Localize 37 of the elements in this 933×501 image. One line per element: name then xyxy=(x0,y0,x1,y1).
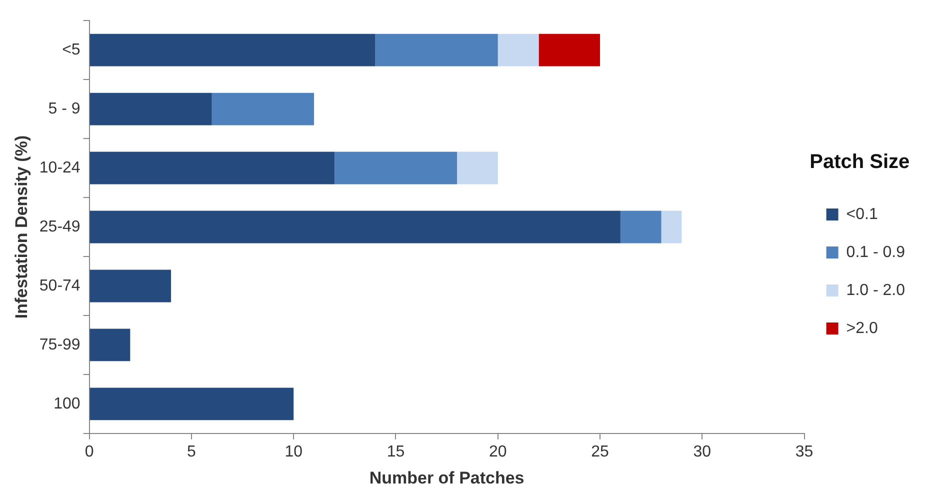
bar xyxy=(334,152,458,184)
bar xyxy=(538,34,600,66)
legend-title: Patch Size xyxy=(810,151,910,174)
x-tick-label: 5 xyxy=(187,443,196,460)
bar xyxy=(498,34,539,66)
bar xyxy=(212,92,314,126)
legend-label: <0.1 xyxy=(846,206,878,223)
bar xyxy=(90,210,620,244)
bar xyxy=(90,34,376,66)
x-tick-label: 35 xyxy=(795,443,814,460)
x-axis-title: Number of Patches xyxy=(369,468,524,488)
bar xyxy=(90,152,334,184)
y-tick-label: 75-99 xyxy=(39,336,80,354)
x-tick-label: 20 xyxy=(488,443,507,460)
legend-label: 1.0 - 2.0 xyxy=(846,282,906,299)
y-tick-label: 5 - 9 xyxy=(48,100,80,118)
y-tick-label: 50-74 xyxy=(39,277,80,294)
legend-label: 0.1 - 0.9 xyxy=(846,244,906,261)
x-tick-label: 30 xyxy=(693,443,712,460)
x-tick-label: 15 xyxy=(386,443,405,460)
legend-label: >2.0 xyxy=(846,320,878,337)
bar xyxy=(90,388,294,420)
bar xyxy=(375,34,498,66)
y-tick-label: 25-49 xyxy=(39,218,80,236)
bar xyxy=(90,270,172,302)
y-tick-label: <5 xyxy=(62,41,80,58)
y-tick-label: 10-24 xyxy=(39,159,80,176)
bar xyxy=(661,210,682,244)
y-axis-title: Infestation Density (%) xyxy=(12,135,31,319)
y-tick-label: 100 xyxy=(54,395,80,412)
bar xyxy=(90,328,130,362)
x-tick-label: 25 xyxy=(591,443,610,460)
bar xyxy=(620,210,662,244)
bar xyxy=(90,92,212,126)
x-tick-label: 10 xyxy=(284,443,303,460)
x-tick-label: 0 xyxy=(84,443,94,460)
bar xyxy=(457,152,498,184)
